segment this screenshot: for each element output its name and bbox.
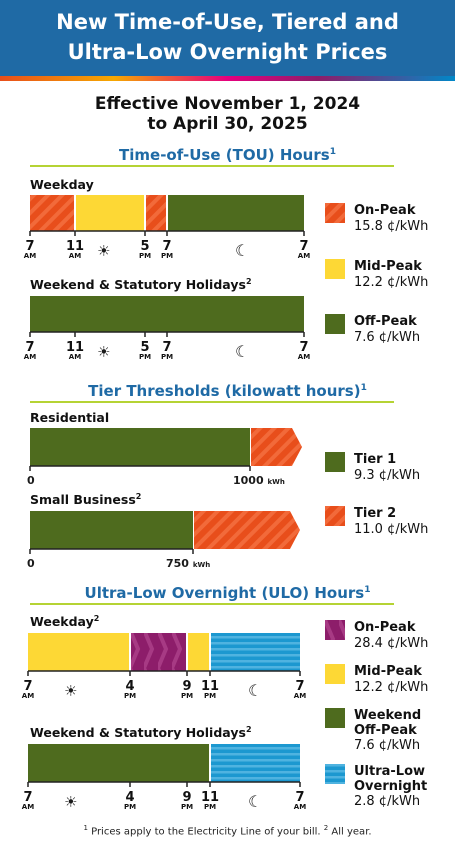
- legend-name-tou-midpeak: Mid-Peak: [354, 259, 422, 274]
- ulo-heading-underline: [30, 603, 394, 605]
- ulo-weekend-tick-4pm: 4 PM: [123, 790, 137, 811]
- ulo-weekday-midpeak-evening: [187, 633, 210, 671]
- ulo-weekend-tick-11pm: 11 PM: [200, 790, 220, 811]
- legend-name-ulo-ultralow: Ultra-Low Overnight: [354, 764, 428, 794]
- ulo-weekday-tick-9pm: 9 PM: [180, 679, 194, 700]
- ulo-weekday-midpeak-day: [28, 633, 130, 671]
- legend-swatch-tier1: [325, 452, 345, 472]
- tou-weekday-offpeak: [167, 195, 304, 231]
- header-banner: [0, 0, 455, 76]
- ulo-weekday-chart: [27, 633, 301, 676]
- legend-swatch-tou-offpeak: [325, 314, 345, 334]
- legend-name-ulo-onpeak: On-Peak: [354, 620, 416, 635]
- legend-price-ulo-onpeak: 28.4 ¢/kWh: [354, 636, 429, 651]
- ulo-weekday-tick-7am: 7 AM: [21, 679, 35, 700]
- tou-weekday-label: Weekday: [30, 177, 94, 192]
- ulo-weekend-chart: [27, 744, 301, 787]
- legend-swatch-tier2: [325, 506, 345, 526]
- ulo-weekday-tick-11pm: 11 PM: [200, 679, 220, 700]
- tou-weekday-onpeak-morning: [30, 195, 75, 231]
- tier-business-tier2: [194, 511, 300, 549]
- tier-residential-tier2: [251, 428, 302, 466]
- ulo-weekday-label: Weekday2: [30, 614, 100, 630]
- legend-price-tou-offpeak: 7.6 ¢/kWh: [354, 330, 421, 345]
- tou-weekday-tick-7am: 7 AM: [23, 239, 37, 260]
- legend-name-tier2: Tier 2: [354, 506, 397, 521]
- legend-price-tier2: 11.0 ¢/kWh: [354, 522, 429, 537]
- tou-heading-underline: [30, 165, 394, 167]
- legend-price-tier1: 9.3 ¢/kWh: [354, 468, 421, 483]
- tou-weekend-label: Weekend & Statutory Holidays2: [30, 277, 252, 293]
- tou-weekday-midpeak: [75, 195, 145, 231]
- ulo-weekend-tick-7am: 7 AM: [21, 790, 35, 811]
- ulo-weekend-ultralow: [210, 744, 300, 782]
- tou-weekend-tick-7am-end: 7 AM: [297, 340, 311, 361]
- legend-swatch-ulo-ultralow: [325, 764, 345, 784]
- tier-business-label: Small Business2: [30, 492, 142, 508]
- ulo-weekday-ultralow: [210, 633, 300, 671]
- tier-residential-zero: 0: [27, 474, 35, 487]
- legend-price-ulo-ultralow: 2.8 ¢/kWh: [354, 794, 421, 809]
- ulo-weekend-tick-9pm: 9 PM: [180, 790, 194, 811]
- legend-swatch-ulo-midpeak: [325, 664, 345, 684]
- moon-icon: ☾: [248, 792, 263, 811]
- tou-weekday-onpeak-evening: [145, 195, 167, 231]
- tier-business-tier1: [30, 511, 193, 549]
- tou-weekend-tick-7am: 7 AM: [23, 340, 37, 361]
- effective-line2: to April 30, 2025: [147, 114, 308, 134]
- legend-name-tou-onpeak: On-Peak: [354, 203, 416, 218]
- tier-residential-tier1: [30, 428, 250, 466]
- ulo-weekend-label: Weekend & Statutory Holidays2: [30, 725, 252, 741]
- tou-weekday-tick-11am: 11 AM: [65, 239, 85, 260]
- legend-name-tier1: Tier 1: [354, 452, 397, 467]
- ulo-weekday-onpeak: [130, 633, 187, 671]
- moon-icon: ☾: [248, 681, 263, 700]
- tier-heading: Tier Thresholds (kilowatt hours)1: [88, 382, 367, 400]
- tou-weekend-offpeak: [30, 296, 304, 332]
- tou-weekday-chart: [29, 195, 305, 236]
- tou-weekday-tick-7pm: 7 PM: [160, 239, 174, 260]
- tier-residential-threshold: 1000 kWh: [233, 474, 285, 487]
- ulo-weekend-tick-7am-end: 7 AM: [293, 790, 307, 811]
- sun-icon: ☀: [97, 343, 111, 361]
- page-title-line1: New Time-of-Use, Tiered and: [56, 10, 399, 34]
- ulo-heading: Ultra-Low Overnight (ULO) Hours1: [84, 584, 371, 602]
- tou-weekend-tick-11am: 11 AM: [65, 340, 85, 361]
- page-title-line2: Ultra-Low Overnight Prices: [67, 40, 388, 64]
- ulo-weekday-tick-7am-end: 7 AM: [293, 679, 307, 700]
- effective-line1: Effective November 1, 2024: [94, 94, 361, 114]
- moon-icon: ☾: [235, 342, 250, 361]
- footnote: 1 Prices apply to the Electricity Line o…: [83, 824, 372, 838]
- legend-swatch-ulo-onpeak: [325, 620, 345, 640]
- tier-residential-chart: [29, 428, 302, 471]
- legend-price-ulo-midpeak: 12.2 ¢/kWh: [354, 680, 429, 695]
- tier-business-zero: 0: [27, 557, 35, 570]
- tou-weekday-tick-7am-end: 7 AM: [297, 239, 311, 260]
- legend-swatch-ulo-weekend-offpeak: [325, 708, 345, 728]
- legend-price-tou-onpeak: 15.8 ¢/kWh: [354, 219, 429, 234]
- tou-heading: Time-of-Use (TOU) Hours1: [119, 146, 336, 164]
- legend-price-tou-midpeak: 12.2 ¢/kWh: [354, 275, 429, 290]
- header-color-stripe: [0, 76, 455, 81]
- legend-name-tou-offpeak: Off-Peak: [354, 314, 417, 329]
- sun-icon: ☀: [97, 242, 111, 260]
- legend-name-ulo-midpeak: Mid-Peak: [354, 664, 422, 679]
- tou-weekend-chart: [29, 296, 305, 337]
- tier-business-chart: [29, 511, 300, 554]
- legend-swatch-tou-midpeak: [325, 259, 345, 279]
- tou-weekend-tick-5pm: 5 PM: [138, 340, 152, 361]
- tou-weekend-tick-7pm: 7 PM: [160, 340, 174, 361]
- moon-icon: ☾: [235, 241, 250, 260]
- legend-swatch-tou-onpeak: [325, 203, 345, 223]
- tier-heading-underline: [30, 401, 394, 403]
- tier-business-threshold: 750 kWh: [166, 557, 211, 570]
- ulo-weekday-tick-4pm: 4 PM: [123, 679, 137, 700]
- sun-icon: ☀: [64, 682, 78, 700]
- legend-price-ulo-weekend-offpeak: 7.6 ¢/kWh: [354, 738, 421, 753]
- ulo-weekend-offpeak: [28, 744, 210, 782]
- legend-name-ulo-weekend-offpeak: Weekend Off-Peak: [354, 708, 422, 738]
- sun-icon: ☀: [64, 793, 78, 811]
- tier-residential-label: Residential: [30, 410, 110, 425]
- tou-weekday-tick-5pm: 5 PM: [138, 239, 152, 260]
